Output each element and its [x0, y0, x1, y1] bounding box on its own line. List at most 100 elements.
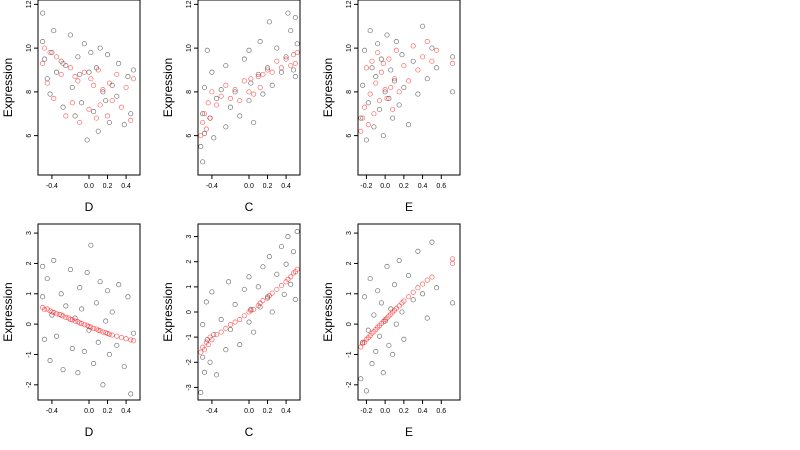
scatter-panel: -0.4 0.0 0.2 0.4 6 8 10 12 D Expression: [1, 0, 141, 214]
y-tick-label: 10: [186, 44, 193, 52]
fitted-point: [106, 331, 112, 337]
y-tick-label: 6: [186, 134, 193, 138]
observed-point: [358, 115, 364, 121]
y-tick-label: 0: [186, 310, 193, 314]
fitted-point: [53, 54, 60, 60]
fitted-point: [100, 329, 106, 335]
fitted-point: [278, 65, 285, 71]
fitted-point: [391, 76, 398, 82]
observed-point: [380, 370, 386, 376]
plot-frame: [357, 223, 461, 401]
plot-frame: [357, 0, 461, 176]
y-axis-label: Expression: [321, 58, 335, 117]
observed-point: [290, 249, 297, 255]
fitted-point: [91, 82, 97, 88]
observed-point: [274, 271, 280, 277]
observed-point: [434, 285, 440, 291]
fitted-point: [198, 349, 204, 355]
y-tick-label: 0: [26, 322, 33, 326]
fitted-point: [91, 325, 97, 331]
observed-point: [358, 376, 364, 382]
x-tick-label: -0.2: [360, 183, 372, 190]
fitted-point: [227, 95, 234, 101]
fitted-point: [44, 80, 50, 86]
fitted-point: [95, 67, 101, 73]
observed-point: [130, 67, 137, 73]
observed-point: [200, 111, 206, 117]
observed-point: [363, 388, 369, 394]
observed-point: [77, 71, 83, 77]
observed-point: [232, 301, 238, 308]
fitted-point: [390, 106, 396, 112]
y-tick-label: 6: [346, 134, 353, 138]
observed-point: [201, 130, 208, 136]
fitted-point: [209, 89, 215, 95]
observed-point: [401, 336, 407, 342]
fitted-point: [75, 78, 81, 84]
fitted-point: [378, 69, 384, 75]
scatter-panel: -0.4 0.0 0.2 0.4 -2 -1 0 1 2 3 D Expression: [1, 223, 141, 439]
observed-point: [264, 65, 271, 71]
observed-point: [40, 10, 46, 16]
observed-point: [81, 348, 87, 354]
fitted-point: [288, 63, 294, 69]
fitted-point: [128, 337, 134, 343]
observed-point: [399, 309, 405, 315]
fitted-point: [81, 69, 87, 75]
observed-point: [227, 104, 234, 110]
y-axis-label: Expression: [321, 282, 335, 341]
observed-point: [255, 284, 261, 290]
observed-point: [288, 281, 294, 287]
observed-point: [213, 95, 220, 101]
fitted-point: [69, 317, 75, 323]
observed-point: [97, 45, 103, 51]
fitted-point: [58, 71, 64, 77]
fitted-point: [227, 322, 234, 328]
fitted-point: [405, 294, 412, 300]
y-tick-label: 2: [186, 260, 193, 264]
fitted-point: [207, 115, 213, 121]
observed-point: [81, 41, 87, 47]
observed-point: [292, 296, 298, 302]
x-tick-label: 0.0: [84, 183, 94, 190]
observed-point: [207, 359, 213, 365]
observed-point: [60, 104, 66, 110]
fitted-point: [237, 98, 243, 104]
observed-point: [211, 332, 217, 338]
observed-point: [109, 309, 115, 315]
observed-point: [369, 65, 375, 71]
y-tick-label: -3: [186, 384, 193, 390]
y-tick-label: 10: [26, 44, 33, 52]
observed-series: [358, 23, 456, 143]
observed-point: [373, 348, 379, 354]
observed-point: [367, 276, 373, 282]
observed-point: [360, 339, 366, 345]
observed-point: [283, 261, 289, 267]
y-tick-label: 1: [26, 292, 33, 296]
fitted-point: [67, 65, 74, 71]
fitted-point: [60, 313, 66, 319]
fitted-point: [47, 49, 53, 56]
observed-point: [290, 67, 297, 73]
fitted-point: [209, 337, 215, 343]
observed-point: [49, 49, 55, 56]
observed-point: [415, 248, 421, 254]
fitted-point: [362, 104, 368, 110]
observed-point: [391, 282, 398, 288]
observed-point: [204, 337, 210, 343]
fitted-point: [255, 74, 261, 80]
scatter-panel: -0.4 0.0 0.2 0.4 -3 -2 -1 0 1 2 3 C Expression: [161, 223, 301, 439]
observed-point: [203, 299, 209, 305]
observed-point: [104, 288, 111, 294]
observed-point: [390, 115, 396, 121]
fitted-point: [257, 84, 263, 91]
x-tick-label: 0.4: [121, 183, 131, 190]
y-tick-label: 10: [346, 44, 353, 52]
observed-point: [241, 56, 247, 62]
observed-series: [40, 242, 137, 397]
x-axis-label: C: [245, 425, 254, 439]
observed-point: [209, 289, 215, 295]
observed-point: [116, 60, 122, 66]
fitted-point: [260, 298, 266, 304]
observed-point: [274, 45, 280, 51]
